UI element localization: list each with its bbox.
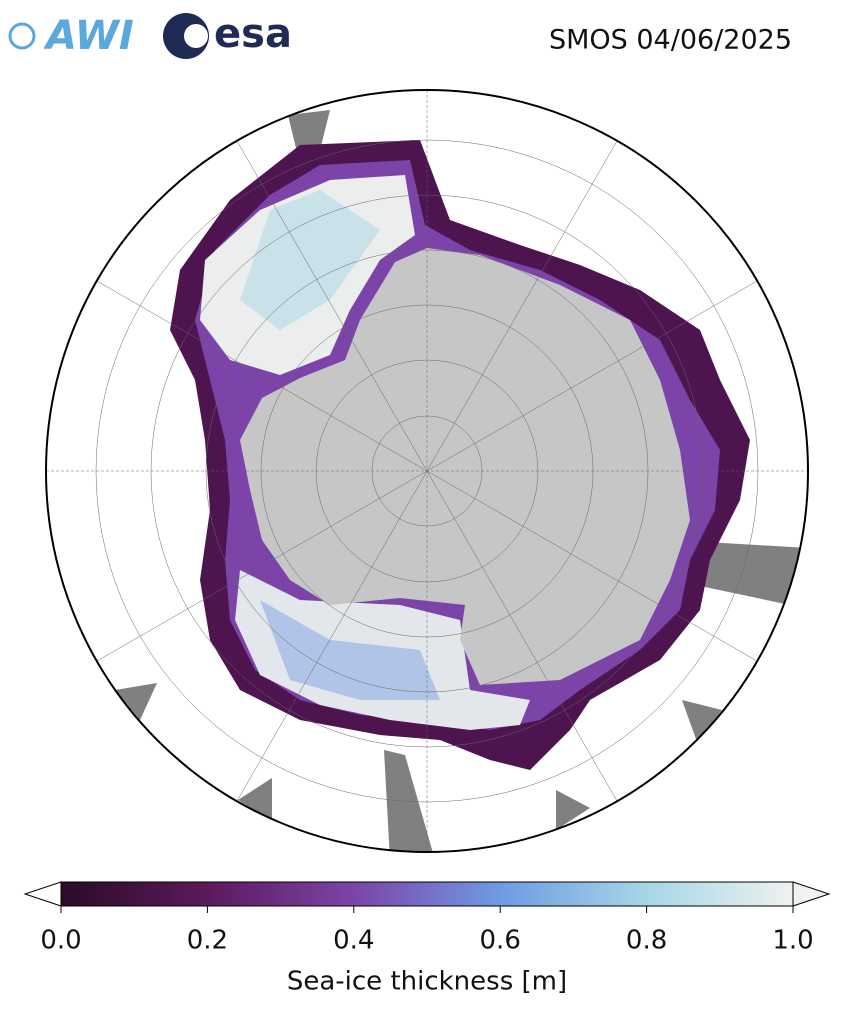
logo-text: esa — [214, 11, 292, 57]
colorbar-tick-label: 0.8 — [626, 926, 667, 956]
logo-esa: esa — [163, 11, 292, 59]
map-frame — [45, 89, 809, 853]
colorbar-tick-label: 0.6 — [480, 926, 521, 956]
colorbar-fill — [60, 881, 794, 907]
colorbar: Sea-ice thickness [m] 0.0 0.2 0.4 0.6 0.8 1.0 — [23, 881, 831, 997]
map-title: SMOS 04/06/2025 — [549, 25, 792, 56]
map — [46, 90, 808, 852]
colorbar-label: Sea-ice thickness [m] — [287, 967, 567, 997]
colorbar-tick-label: 0.0 — [40, 926, 81, 956]
colorbar-tick-label: 0.4 — [333, 926, 374, 956]
logo-text: AWI — [43, 13, 134, 59]
logo-awi: AWI — [8, 13, 134, 59]
colorbar-tick-label: 0.2 — [187, 926, 228, 956]
colorbar-tick-label: 1.0 — [772, 926, 813, 956]
